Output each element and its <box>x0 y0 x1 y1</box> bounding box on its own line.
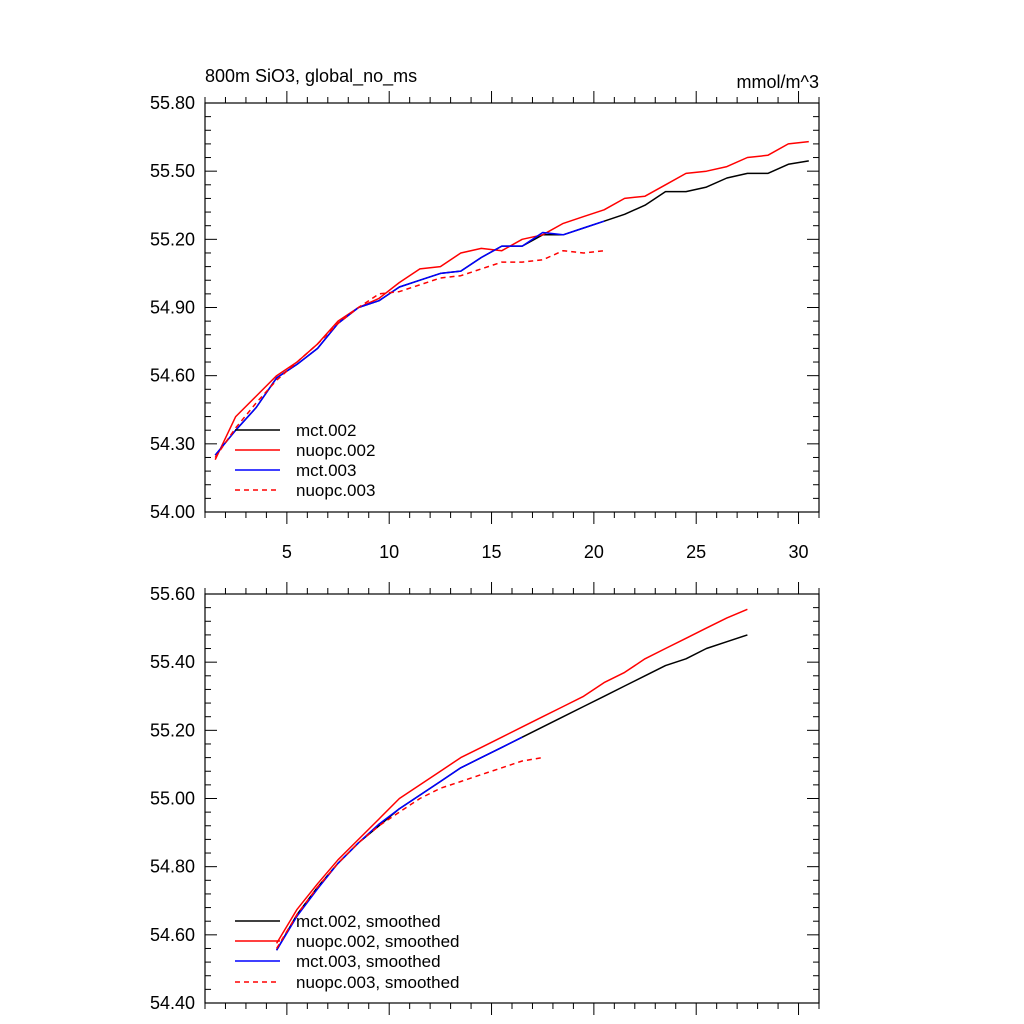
y-tick-label: 55.80 <box>150 93 195 113</box>
legend-label: mct.002 <box>296 421 356 440</box>
legend-label: mct.002, smoothed <box>296 912 441 931</box>
y-tick-label: 54.60 <box>150 366 195 386</box>
y-tick-label: 54.60 <box>150 925 195 945</box>
y-tick-label: 54.80 <box>150 857 195 877</box>
series-line-mct-003 <box>214 220 605 456</box>
series-line-nuopc-003 <box>214 249 605 458</box>
y-tick-label: 55.20 <box>150 229 195 249</box>
x-tick-label: 20 <box>584 542 604 562</box>
chart-units: mmol/m^3 <box>737 72 819 92</box>
y-tick-label: 54.40 <box>150 993 195 1013</box>
chart-panel-1: 54.00 54.30 54.60 54.90 55.20 55.50 55.80 5 10 15… <box>150 66 820 562</box>
x-tick-label: 10 <box>379 542 399 562</box>
legend-label: nuopc.003 <box>296 481 375 500</box>
legend-label: nuopc.002, smoothed <box>296 932 460 951</box>
legend-label: nuopc.003, smoothed <box>296 973 460 992</box>
y-tick-label: 54.00 <box>150 502 195 522</box>
series-line-mct-002-smoothed <box>275 634 748 951</box>
y-tick-label: 55.50 <box>150 161 195 181</box>
series-line-mct-002 <box>214 160 809 456</box>
x-tick-label: 15 <box>482 542 502 562</box>
series-line-nuopc-002 <box>214 140 809 461</box>
x-tick-label: 5 <box>282 542 292 562</box>
chart-title: 800m SiO3, global_no_ms <box>205 66 417 87</box>
y-tick-label: 55.60 <box>150 584 195 604</box>
series-line-mct-003-smoothed <box>275 736 523 951</box>
x-tick-label: 30 <box>789 542 809 562</box>
series-line-nuopc-002-smoothed <box>275 608 748 944</box>
legend-label: mct.003 <box>296 461 356 480</box>
legend-label: nuopc.002 <box>296 441 375 460</box>
chart-panel-2: 54.40 54.60 54.80 55.00 55.20 55.40 55.60 mct.0… <box>150 582 820 1015</box>
y-tick-label: 54.30 <box>150 434 195 454</box>
y-tick-label: 54.90 <box>150 298 195 318</box>
y-tick-label: 55.00 <box>150 789 195 809</box>
x-tick-label: 25 <box>686 542 706 562</box>
y-tick-label: 55.40 <box>150 652 195 672</box>
y-tick-label: 55.20 <box>150 720 195 740</box>
legend-label: mct.003, smoothed <box>296 952 441 971</box>
